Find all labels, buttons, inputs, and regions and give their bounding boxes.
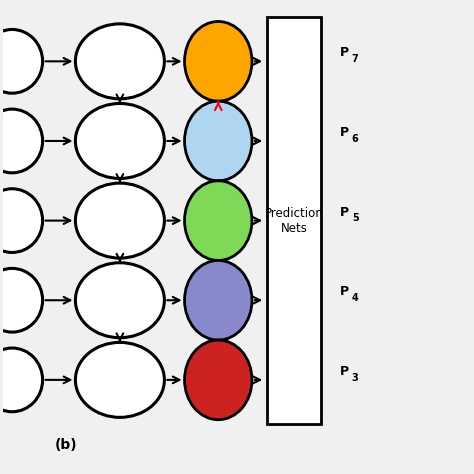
Ellipse shape [184, 21, 252, 101]
Ellipse shape [184, 101, 252, 181]
Text: 6: 6 [352, 134, 358, 144]
Ellipse shape [0, 109, 43, 173]
Ellipse shape [184, 181, 252, 260]
Text: P: P [340, 365, 349, 378]
Ellipse shape [75, 342, 164, 417]
Ellipse shape [0, 189, 43, 253]
Text: 4: 4 [352, 293, 358, 303]
Bar [267, 17, 321, 424]
Text: 7: 7 [352, 54, 358, 64]
Ellipse shape [75, 103, 164, 178]
Text: 3: 3 [352, 373, 358, 383]
Text: 5: 5 [352, 213, 358, 223]
Text: P: P [340, 206, 349, 219]
Ellipse shape [184, 340, 252, 419]
Ellipse shape [0, 348, 43, 412]
Text: P: P [340, 285, 349, 298]
Ellipse shape [75, 24, 164, 99]
Ellipse shape [0, 268, 43, 332]
Text: P: P [340, 46, 349, 59]
Ellipse shape [75, 183, 164, 258]
Text: P: P [340, 126, 349, 139]
Ellipse shape [75, 263, 164, 337]
Ellipse shape [184, 260, 252, 340]
Ellipse shape [0, 29, 43, 93]
Text: Prediction
Nets: Prediction Nets [265, 207, 324, 235]
Text: (b): (b) [55, 438, 77, 452]
